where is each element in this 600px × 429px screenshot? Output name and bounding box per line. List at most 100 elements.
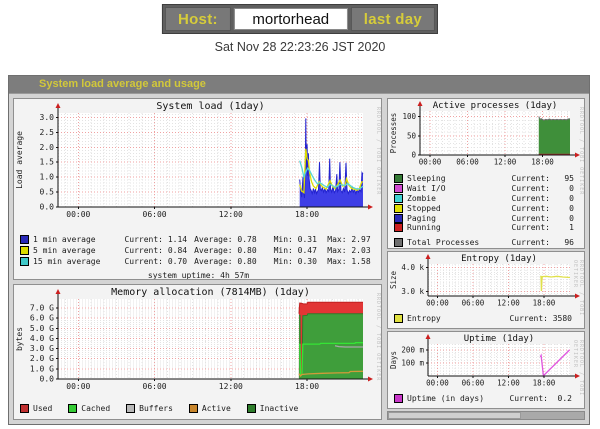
svg-text:7.0 G: 7.0 G bbox=[30, 304, 54, 313]
system-uptime-text: system uptime: 4h 57m bbox=[147, 271, 250, 280]
legend-row-zombie: Zombie Current: 0 bbox=[394, 193, 580, 204]
left-column: 0.0 0.5 1.0 1.5 2.0 2.5 3.0 00:00 06:00 12:00 18:0… bbox=[13, 98, 382, 420]
legend-item-zombie: Zombie bbox=[394, 193, 436, 203]
svg-text:50: 50 bbox=[407, 131, 417, 140]
legend-item-wait-i-o: Wait I/O bbox=[394, 184, 446, 194]
svg-text:1.0 G: 1.0 G bbox=[30, 364, 54, 373]
legend-text: Min: 0.47 bbox=[273, 246, 317, 255]
legend-text: Max: 2.97 bbox=[327, 235, 371, 244]
entropy-graph: 3.0 k 4.0 k 00:00 06:00 12:00 18:00 Entropy (1… bbox=[388, 251, 584, 310]
legend-item-cached: Cached bbox=[68, 404, 110, 413]
legend-text: Inactive bbox=[259, 404, 299, 413]
svg-text:2.0: 2.0 bbox=[40, 143, 55, 152]
svg-text:12:00: 12:00 bbox=[497, 378, 520, 387]
legend-text: Current: bbox=[511, 184, 550, 194]
svg-text:4.0 G: 4.0 G bbox=[30, 334, 54, 343]
svg-text:06:00: 06:00 bbox=[143, 382, 167, 391]
legend-item-used: Used bbox=[20, 404, 52, 413]
svg-text:System load (1day): System load (1day) bbox=[156, 101, 264, 112]
5-min-average-swatch bbox=[20, 246, 29, 255]
svg-text:Entropy (1day): Entropy (1day) bbox=[461, 254, 537, 264]
legend-text: Cached bbox=[81, 404, 111, 413]
legend-text: 96 bbox=[564, 238, 574, 248]
legend-current-sleeping: Current: 95 bbox=[511, 174, 574, 183]
legend-current-zombie: Current: 0 bbox=[511, 194, 574, 203]
used-swatch bbox=[20, 404, 29, 413]
svg-text:18:00: 18:00 bbox=[531, 158, 554, 167]
uptime-graph: 100 m 200 m 00:00 06:00 12:00 18:00 Uptime (1d… bbox=[388, 331, 584, 390]
svg-text:3.0: 3.0 bbox=[40, 113, 55, 122]
legend-item-entropy: Entropy bbox=[394, 313, 441, 323]
svg-text:06:00: 06:00 bbox=[462, 378, 485, 387]
legend-text: Current: bbox=[509, 393, 548, 403]
legend-item-sleeping: Sleeping bbox=[394, 174, 446, 184]
legend-text: Current: 1.14 bbox=[124, 235, 188, 244]
scrollbar-thumb[interactable] bbox=[388, 412, 522, 419]
legend-text: Average: 0.80 bbox=[194, 257, 257, 266]
legend-item-total-processes: Total Processes bbox=[394, 238, 480, 248]
legend-row-15-min-average: 15 min average Current: 0.70 Average: 0.80… bbox=[20, 256, 377, 267]
legend-text: Total Processes bbox=[407, 238, 480, 248]
svg-text:06:00: 06:00 bbox=[462, 298, 485, 307]
legend-row-paging: Paging Current: 0 bbox=[394, 213, 580, 223]
horizontal-scrollbar[interactable] bbox=[387, 411, 585, 420]
15-min-average-swatch bbox=[20, 257, 29, 266]
host-toolbar: Host: last day bbox=[161, 4, 439, 34]
legend-text: Max: 2.03 bbox=[327, 246, 371, 255]
legend-text: Current: 0.70 bbox=[124, 257, 188, 266]
legend-text: Active bbox=[201, 404, 231, 413]
legend-text: Current: 0.84 bbox=[124, 246, 188, 255]
total-processes-swatch bbox=[394, 238, 403, 248]
legend-text: Running bbox=[407, 223, 441, 233]
svg-text:18:00: 18:00 bbox=[295, 382, 319, 391]
svg-text:06:00: 06:00 bbox=[456, 158, 479, 167]
legend-text: Stopped bbox=[407, 203, 441, 213]
rrdtool-watermark: RRDTOOL / TOBI OETIKER bbox=[375, 107, 381, 196]
entropy-legend: Entropy Current: 3580 bbox=[388, 310, 584, 326]
legend-current-entropy: Current: 3580 bbox=[509, 314, 572, 323]
legend-row-1-min-average: 1 min average Current: 1.14 Average: 0.78 M… bbox=[20, 234, 377, 245]
rrdtool-watermark: RRDTOOL / TOBI OETIKER bbox=[572, 259, 584, 316]
last-day-button[interactable]: last day bbox=[350, 7, 436, 31]
memory-legend: Used Cached Buffers Active Inactive bbox=[14, 401, 381, 415]
legend-text: Current: bbox=[509, 313, 548, 323]
svg-text:0.0: 0.0 bbox=[40, 203, 55, 212]
legend-text: Used bbox=[33, 404, 53, 413]
inactive-swatch bbox=[246, 404, 256, 413]
svg-text:3.0 G: 3.0 G bbox=[30, 344, 54, 353]
panel-body: 0.0 0.5 1.0 1.5 2.0 2.5 3.0 00:00 06:00 12:00 18:0… bbox=[9, 94, 589, 424]
legend-row-wait-i-o: Wait I/O Current: 0 bbox=[394, 184, 580, 194]
legend-row: Used Cached Buffers Active Inactive bbox=[20, 402, 377, 415]
svg-text:00:00: 00:00 bbox=[426, 378, 449, 387]
legend-text: Wait I/O bbox=[407, 184, 446, 194]
svg-text:Processes: Processes bbox=[389, 113, 398, 154]
legend-text: Current: bbox=[511, 238, 550, 248]
legend-text: Average: 0.78 bbox=[194, 235, 257, 244]
legend-current-stopped: Current: 0 bbox=[511, 204, 574, 213]
svg-text:Active processes (1day): Active processes (1day) bbox=[433, 101, 558, 111]
svg-text:12:00: 12:00 bbox=[219, 210, 243, 219]
host-input[interactable] bbox=[233, 8, 348, 30]
system_load-graph: 0.0 0.5 1.0 1.5 2.0 2.5 3.0 00:00 06:00 12:00 18:0… bbox=[14, 99, 379, 233]
legend-text: Entropy bbox=[407, 313, 441, 323]
svg-text:06:00: 06:00 bbox=[143, 210, 167, 219]
legend-text: 3580 bbox=[552, 313, 572, 323]
svg-text:Uptime (1day): Uptime (1day) bbox=[464, 334, 534, 344]
legend-text: 0 bbox=[569, 213, 574, 223]
svg-text:Memory allocation (7814MB) (1: Memory allocation (7814MB) (1day) bbox=[111, 287, 310, 298]
legend-item-running: Running bbox=[394, 223, 441, 233]
svg-text:100 m: 100 m bbox=[401, 358, 424, 367]
legend-row-running: Running Current: 1 bbox=[394, 223, 580, 233]
legend-current-paging: Current: 0 bbox=[511, 214, 574, 223]
svg-text:0.5: 0.5 bbox=[40, 188, 55, 197]
svg-text:Days: Days bbox=[389, 351, 398, 369]
svg-text:2.5: 2.5 bbox=[40, 128, 55, 137]
legend-row-uptime-in-days: Uptime (in days) Current: 0.2 bbox=[394, 391, 580, 406]
legend-current-total-processes: Current: 96 bbox=[511, 238, 574, 247]
svg-text:2.0 G: 2.0 G bbox=[30, 354, 54, 363]
svg-text:bytes: bytes bbox=[15, 327, 24, 351]
uptime-legend: Uptime (in days) Current: 0.2 bbox=[388, 390, 584, 406]
buffers-swatch bbox=[126, 404, 136, 413]
legend-text: 15 min average bbox=[33, 257, 101, 266]
